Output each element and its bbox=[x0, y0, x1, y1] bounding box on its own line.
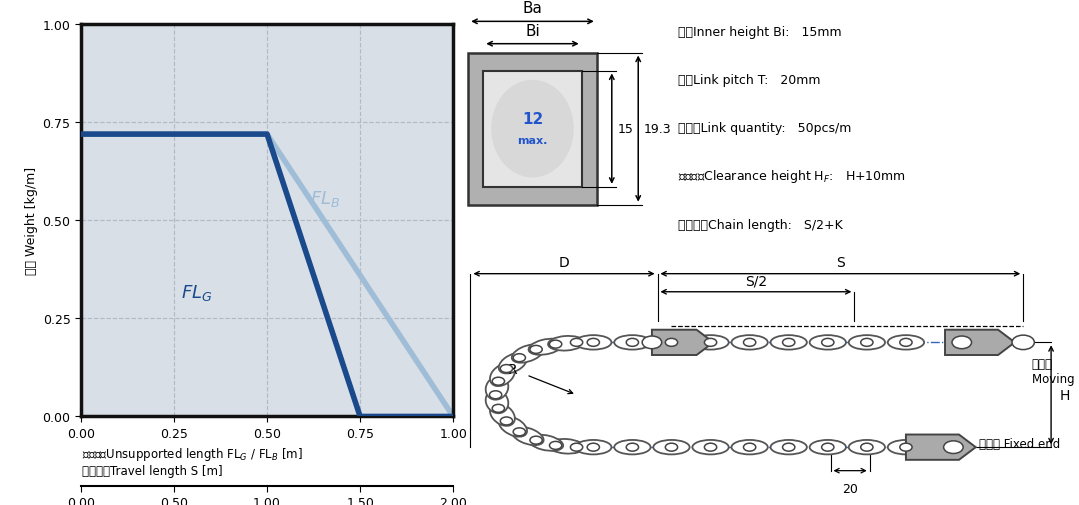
Circle shape bbox=[705, 339, 716, 346]
Circle shape bbox=[1012, 335, 1035, 350]
Ellipse shape bbox=[575, 440, 612, 455]
Circle shape bbox=[571, 339, 583, 346]
Circle shape bbox=[705, 443, 716, 451]
Circle shape bbox=[900, 443, 912, 451]
Ellipse shape bbox=[498, 353, 527, 374]
Ellipse shape bbox=[529, 435, 563, 451]
Text: 内高Inner height Bi:   15mm: 内高Inner height Bi: 15mm bbox=[678, 26, 842, 38]
Circle shape bbox=[501, 417, 513, 425]
Polygon shape bbox=[906, 435, 975, 460]
Circle shape bbox=[743, 443, 755, 451]
Circle shape bbox=[944, 441, 964, 453]
Text: H: H bbox=[1060, 388, 1070, 402]
Ellipse shape bbox=[809, 440, 846, 455]
Text: 固定端 Fixed end: 固定端 Fixed end bbox=[979, 437, 1060, 450]
Circle shape bbox=[666, 339, 678, 346]
Ellipse shape bbox=[653, 440, 689, 455]
Circle shape bbox=[666, 443, 678, 451]
Circle shape bbox=[514, 428, 525, 436]
Ellipse shape bbox=[693, 335, 728, 350]
Circle shape bbox=[821, 443, 834, 451]
Circle shape bbox=[782, 339, 795, 346]
Circle shape bbox=[626, 339, 639, 346]
Text: S: S bbox=[836, 256, 845, 270]
Bar bbox=[468, 54, 597, 205]
Ellipse shape bbox=[614, 440, 651, 455]
Text: 19.3: 19.3 bbox=[644, 123, 671, 136]
Ellipse shape bbox=[486, 390, 508, 414]
Ellipse shape bbox=[809, 335, 846, 350]
Text: 行程长度Travel length S [m]: 行程长度Travel length S [m] bbox=[82, 464, 222, 477]
Polygon shape bbox=[652, 330, 713, 356]
Text: max.: max. bbox=[517, 135, 548, 145]
Text: S/2: S/2 bbox=[745, 274, 767, 288]
Circle shape bbox=[491, 81, 574, 178]
Text: 钉节数Link quantity:   50pcs/m: 钉节数Link quantity: 50pcs/m bbox=[678, 122, 851, 135]
Ellipse shape bbox=[529, 339, 563, 355]
Text: 15: 15 bbox=[617, 123, 633, 136]
Circle shape bbox=[571, 443, 583, 451]
Circle shape bbox=[743, 339, 755, 346]
Ellipse shape bbox=[511, 345, 544, 363]
Circle shape bbox=[514, 354, 525, 362]
Ellipse shape bbox=[732, 335, 768, 350]
Polygon shape bbox=[945, 330, 1014, 356]
Text: 12: 12 bbox=[522, 112, 543, 127]
Text: 移动端
Moving end: 移动端 Moving end bbox=[1032, 357, 1079, 385]
Ellipse shape bbox=[511, 427, 544, 445]
Ellipse shape bbox=[548, 439, 584, 453]
Ellipse shape bbox=[490, 403, 515, 426]
Text: $\mathit{FL_B}$: $\mathit{FL_B}$ bbox=[310, 188, 340, 209]
Circle shape bbox=[530, 346, 543, 353]
Ellipse shape bbox=[614, 335, 651, 350]
Ellipse shape bbox=[693, 440, 728, 455]
Circle shape bbox=[549, 441, 562, 449]
Text: 安装高度Clearance height H$_F$:   H+10mm: 安装高度Clearance height H$_F$: H+10mm bbox=[678, 168, 905, 185]
Ellipse shape bbox=[653, 335, 689, 350]
Ellipse shape bbox=[770, 440, 807, 455]
Circle shape bbox=[587, 339, 600, 346]
Ellipse shape bbox=[770, 335, 807, 350]
Circle shape bbox=[587, 443, 600, 451]
Text: 架空长度Unsupported length FL$_G$ / FL$_B$ [m]: 架空长度Unsupported length FL$_G$ / FL$_B$ [… bbox=[82, 445, 303, 463]
Ellipse shape bbox=[486, 377, 508, 400]
Circle shape bbox=[782, 443, 795, 451]
Circle shape bbox=[861, 443, 873, 451]
Ellipse shape bbox=[849, 440, 885, 455]
Circle shape bbox=[900, 339, 912, 346]
Ellipse shape bbox=[732, 440, 768, 455]
Ellipse shape bbox=[575, 335, 612, 350]
Circle shape bbox=[501, 365, 513, 373]
Circle shape bbox=[549, 340, 562, 348]
Text: 20: 20 bbox=[843, 482, 858, 494]
Text: Ba: Ba bbox=[522, 2, 543, 16]
Bar bbox=[483, 71, 582, 187]
Text: $\mathit{FL_G}$: $\mathit{FL_G}$ bbox=[181, 282, 213, 302]
Text: Bi: Bi bbox=[525, 24, 540, 39]
Circle shape bbox=[490, 391, 502, 399]
Circle shape bbox=[492, 405, 505, 413]
Ellipse shape bbox=[888, 440, 924, 455]
Circle shape bbox=[530, 436, 543, 444]
Circle shape bbox=[642, 336, 661, 349]
Text: R: R bbox=[507, 363, 517, 377]
Circle shape bbox=[861, 339, 873, 346]
Ellipse shape bbox=[498, 416, 527, 437]
Ellipse shape bbox=[888, 335, 924, 350]
Ellipse shape bbox=[849, 335, 885, 350]
Ellipse shape bbox=[548, 336, 584, 351]
Circle shape bbox=[626, 443, 639, 451]
Text: 拖钉长度Chain length:   S/2+K: 拖钉长度Chain length: S/2+K bbox=[678, 218, 843, 231]
Ellipse shape bbox=[490, 364, 515, 386]
Y-axis label: 负载 Weight [kg/m]: 负载 Weight [kg/m] bbox=[25, 167, 39, 275]
Circle shape bbox=[492, 377, 505, 385]
Text: D: D bbox=[559, 256, 570, 270]
Text: 节距Link pitch T:   20mm: 节距Link pitch T: 20mm bbox=[678, 74, 820, 87]
Circle shape bbox=[952, 336, 971, 349]
Circle shape bbox=[821, 339, 834, 346]
